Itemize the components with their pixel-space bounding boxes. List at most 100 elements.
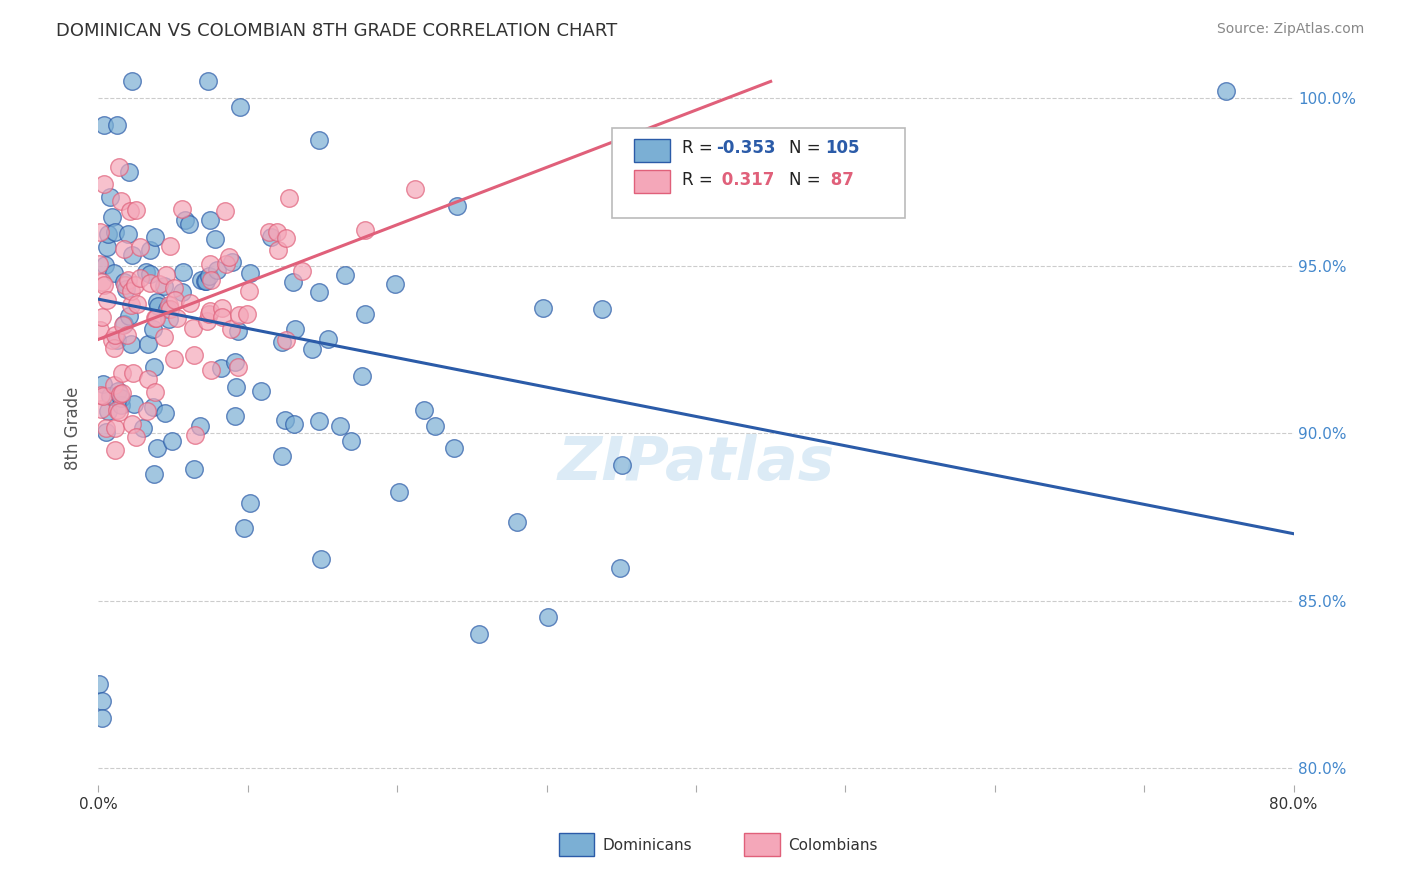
Point [98, 190, 121, 204]
Point [238, 266, 260, 280]
Point [153, 278, 176, 293]
Point [110, 194, 132, 208]
Point [155, 268, 177, 283]
Text: 87: 87 [825, 171, 853, 189]
Point [148, 277, 170, 291]
Point [350, 368, 373, 383]
Point [195, 314, 218, 328]
Point [198, 212, 221, 227]
Point [136, 336, 159, 351]
Point [446, 199, 468, 213]
Point [188, 418, 211, 433]
Point [259, 225, 281, 239]
Point [108, 161, 131, 175]
Point [340, 434, 363, 449]
Point [110, 398, 132, 412]
Point [270, 334, 292, 349]
Point [146, 294, 169, 309]
Point [111, 366, 134, 380]
Point [118, 164, 141, 178]
Point [122, 366, 145, 380]
Point [112, 318, 135, 332]
Point [174, 213, 197, 227]
Point [125, 297, 148, 311]
Text: -0.353: -0.353 [716, 139, 776, 157]
Point [125, 202, 148, 217]
Text: ZIPatlas: ZIPatlas [557, 434, 835, 493]
Point [142, 400, 165, 414]
Point [89, 226, 111, 240]
Point [160, 434, 183, 448]
Point [163, 281, 186, 295]
Point [531, 301, 554, 315]
Point [204, 232, 226, 246]
Point [159, 298, 181, 312]
Point [146, 441, 169, 455]
Text: DOMINICAN VS COLOMBIAN 8TH GRADE CORRELATION CHART: DOMINICAN VS COLOMBIAN 8TH GRADE CORRELA… [56, 22, 617, 40]
Point [114, 277, 136, 292]
Point [290, 264, 312, 278]
Point [112, 242, 135, 256]
Point [183, 461, 205, 475]
Point [181, 321, 204, 335]
Point [276, 333, 298, 347]
Point [211, 301, 233, 316]
Point [233, 521, 256, 535]
Point [117, 227, 139, 242]
Point [117, 327, 139, 342]
Point [211, 310, 233, 325]
Point [214, 203, 236, 218]
Point [239, 496, 262, 510]
FancyBboxPatch shape [634, 139, 669, 162]
Y-axis label: 8th Grade: 8th Grade [65, 386, 83, 470]
Text: Dominicans: Dominicans [603, 838, 692, 854]
Point [163, 351, 186, 366]
Point [89, 323, 111, 337]
Point [225, 380, 247, 394]
Point [138, 276, 160, 290]
Point [166, 310, 188, 325]
Point [142, 322, 165, 336]
Point [443, 441, 465, 455]
Point [90, 694, 112, 708]
Point [384, 277, 406, 291]
Point [388, 484, 411, 499]
Point [145, 311, 167, 326]
Point [413, 403, 436, 417]
Point [609, 561, 631, 575]
Point [112, 275, 135, 289]
Point [101, 211, 124, 225]
Point [218, 250, 240, 264]
Point [221, 255, 243, 269]
Point [311, 552, 333, 566]
Point [165, 293, 187, 308]
Point [423, 419, 446, 434]
Point [226, 360, 249, 375]
Point [195, 274, 218, 288]
Point [591, 301, 613, 316]
Text: N =: N = [789, 139, 827, 157]
FancyBboxPatch shape [613, 128, 905, 218]
Point [107, 333, 129, 347]
Text: 105: 105 [825, 139, 859, 157]
Point [157, 312, 180, 326]
Point [90, 388, 112, 402]
Point [335, 268, 357, 283]
Text: R =: R = [682, 171, 717, 189]
Text: N =: N = [789, 171, 827, 189]
Point [329, 419, 352, 434]
Point [267, 243, 290, 257]
Point [179, 217, 201, 231]
Point [274, 413, 297, 427]
Point [197, 74, 219, 88]
Text: R =: R = [682, 139, 717, 157]
Point [136, 371, 159, 385]
Point [125, 430, 148, 444]
Point [93, 118, 115, 132]
Point [139, 267, 162, 281]
Point [200, 304, 222, 318]
Point [179, 296, 201, 310]
Point [271, 449, 294, 463]
Point [198, 269, 221, 284]
Point [238, 285, 260, 299]
